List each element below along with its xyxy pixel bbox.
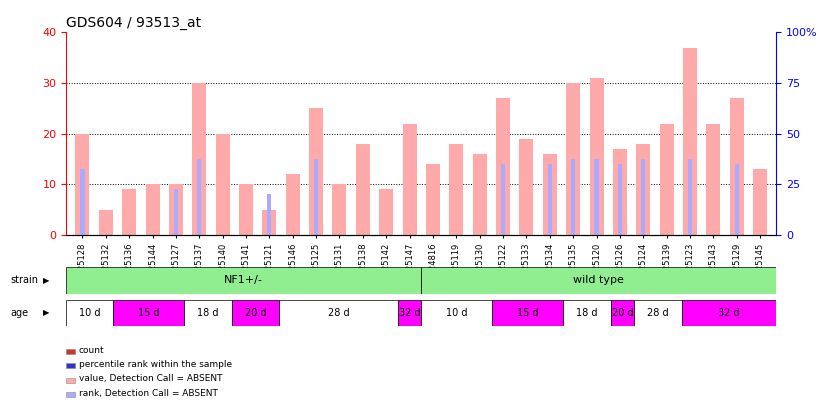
Bar — [66, 363, 74, 369]
Bar — [501, 164, 506, 235]
Bar — [216, 134, 230, 235]
Bar — [590, 78, 604, 235]
Text: 28 d: 28 d — [328, 308, 349, 318]
Bar — [192, 83, 206, 235]
Bar — [169, 184, 183, 235]
Bar — [66, 349, 74, 354]
Bar — [449, 144, 463, 235]
Text: 10 d: 10 d — [79, 308, 101, 318]
Text: count: count — [78, 346, 105, 355]
Bar — [571, 159, 575, 235]
Bar — [618, 164, 622, 235]
Text: percentile rank within the sample: percentile rank within the sample — [78, 360, 232, 369]
Bar — [379, 190, 393, 235]
Bar — [636, 144, 650, 235]
Text: 28 d: 28 d — [648, 308, 669, 318]
Bar — [397, 300, 421, 326]
Bar — [268, 194, 272, 235]
Bar — [543, 154, 557, 235]
Text: 10 d: 10 d — [446, 308, 468, 318]
Bar — [688, 159, 692, 235]
Bar — [184, 300, 232, 326]
Text: age: age — [10, 308, 28, 318]
Text: rank, Detection Call = ABSENT: rank, Detection Call = ABSENT — [78, 389, 218, 398]
Text: 15 d: 15 d — [138, 308, 159, 318]
Bar — [496, 98, 510, 235]
Text: GDS604 / 93513_at: GDS604 / 93513_at — [66, 16, 202, 30]
Bar — [729, 98, 743, 235]
Bar — [706, 124, 720, 235]
Bar — [660, 124, 674, 235]
Text: 15 d: 15 d — [517, 308, 539, 318]
Bar — [421, 300, 492, 326]
Text: value, Detection Call = ABSENT: value, Detection Call = ABSENT — [78, 375, 222, 384]
Bar — [613, 149, 627, 235]
Text: 32 d: 32 d — [399, 308, 420, 318]
Text: ▶: ▶ — [43, 308, 50, 318]
Bar — [426, 164, 440, 235]
Bar — [99, 210, 113, 235]
Bar — [197, 159, 202, 235]
Text: 20 d: 20 d — [612, 308, 634, 318]
Bar — [173, 190, 178, 235]
Bar — [548, 164, 552, 235]
Bar — [263, 210, 277, 235]
Text: strain: strain — [10, 275, 38, 286]
Bar — [356, 144, 370, 235]
Bar — [641, 159, 645, 235]
Text: 20 d: 20 d — [244, 308, 266, 318]
Bar — [634, 300, 681, 326]
Bar — [681, 300, 776, 326]
Bar — [145, 184, 159, 235]
Text: NF1+/-: NF1+/- — [224, 275, 263, 286]
Bar — [66, 392, 74, 397]
Bar — [80, 169, 84, 235]
Text: 18 d: 18 d — [577, 308, 598, 318]
Bar — [75, 134, 89, 235]
Text: 18 d: 18 d — [197, 308, 219, 318]
Bar — [492, 300, 563, 326]
Bar — [113, 300, 184, 326]
Bar — [332, 184, 346, 235]
Bar — [595, 159, 599, 235]
Bar — [472, 154, 487, 235]
Bar — [239, 184, 253, 235]
Bar — [66, 267, 421, 294]
Bar — [753, 169, 767, 235]
Bar — [566, 83, 580, 235]
Bar — [309, 108, 323, 235]
Bar — [683, 47, 697, 235]
Bar — [286, 174, 300, 235]
Text: wild type: wild type — [573, 275, 624, 286]
Text: ▶: ▶ — [43, 276, 50, 285]
Bar — [734, 164, 738, 235]
Bar — [402, 124, 416, 235]
Bar — [563, 300, 610, 326]
Bar — [66, 377, 74, 382]
Bar — [520, 139, 534, 235]
Bar — [66, 300, 113, 326]
Bar — [421, 267, 776, 294]
Bar — [122, 190, 136, 235]
Bar — [232, 300, 279, 326]
Bar — [279, 300, 397, 326]
Bar — [314, 159, 318, 235]
Bar — [610, 300, 634, 326]
Text: 32 d: 32 d — [719, 308, 740, 318]
